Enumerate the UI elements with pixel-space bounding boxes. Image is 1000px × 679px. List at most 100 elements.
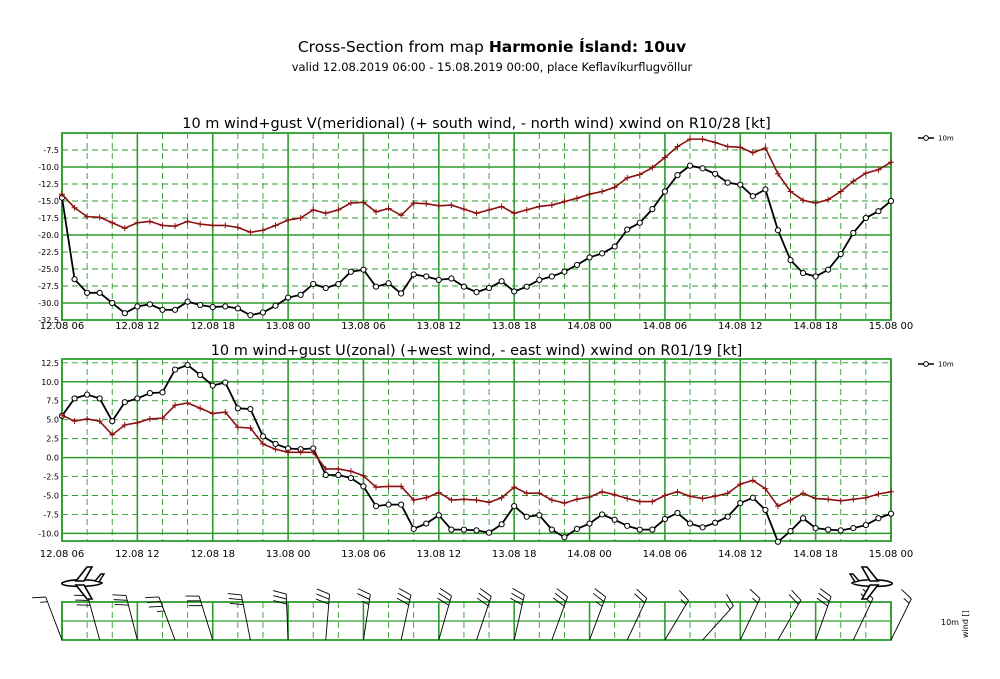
data-point [272, 440, 279, 448]
x-tick-label: 12.08 06 [40, 549, 85, 560]
data-point [636, 498, 643, 505]
data-point [171, 306, 179, 313]
x-tick-label: 14.08 12 [718, 549, 763, 560]
data-point [649, 164, 656, 171]
data-point [159, 306, 166, 313]
barb-feather [147, 601, 161, 603]
data-point [636, 526, 643, 533]
plane-tail [93, 573, 106, 583]
data-point [473, 497, 480, 504]
barb-feather [145, 596, 159, 599]
barb-feather [357, 588, 371, 595]
data-point [398, 501, 405, 508]
data-point [209, 303, 216, 311]
y-tick-label: -20.0 [38, 231, 59, 240]
barb-staff [626, 598, 648, 641]
wind-barb [551, 588, 569, 641]
wind-barb [476, 588, 492, 641]
data-point [749, 494, 756, 501]
data-point [197, 371, 204, 379]
legend-marker [923, 135, 929, 141]
airplane-icon [60, 566, 106, 600]
data-point [674, 509, 681, 517]
barb-feather [554, 592, 567, 602]
barb-staff [285, 594, 289, 641]
barb-staff [702, 605, 734, 641]
data-point [825, 266, 832, 273]
barb-feather [510, 597, 523, 606]
wind-barb [112, 594, 138, 641]
data-point [875, 208, 882, 215]
data-point [385, 205, 392, 212]
data-point [674, 488, 681, 495]
data-point [460, 526, 468, 533]
data-point [84, 289, 91, 296]
barb-feather [556, 588, 568, 598]
data-point [523, 283, 530, 290]
data-point [347, 200, 354, 207]
wind-barb [510, 587, 525, 641]
barb-staff [890, 598, 912, 641]
barb-feather [636, 588, 648, 599]
wind-barb [185, 595, 214, 641]
barb-panel-label: 10m [941, 618, 959, 627]
wind-barb [145, 596, 176, 641]
data-point [862, 214, 869, 222]
barb-feather-half [752, 597, 759, 604]
barb-staff [664, 600, 689, 641]
barb-feather [315, 598, 329, 605]
x-tick-label: 13.08 18 [492, 549, 537, 560]
data-point [473, 210, 480, 217]
data-point [486, 499, 493, 506]
data-point [573, 195, 580, 202]
barb-feather [273, 600, 287, 605]
data-point [599, 511, 606, 518]
data-point [347, 468, 354, 475]
data-point [498, 278, 505, 285]
data-point [825, 496, 832, 503]
data-point [787, 497, 794, 504]
barb-feather [592, 592, 605, 602]
barb-feather [678, 590, 689, 601]
title-model: Harmonie Ísland: 10uv [488, 38, 687, 56]
data-point [774, 170, 781, 177]
data-point [862, 521, 869, 529]
data-point [875, 490, 882, 497]
barb-feather [357, 593, 370, 600]
data-point [536, 276, 543, 283]
x-tick-label: 14.08 18 [793, 321, 838, 332]
data-point [184, 399, 191, 406]
data-point [71, 418, 78, 425]
data-point [398, 212, 405, 219]
data-point [435, 512, 442, 519]
y-tick-label: 5.0 [46, 416, 59, 425]
data-point [134, 395, 141, 402]
y-tick-label: -15.0 [38, 197, 59, 206]
data-point [737, 144, 744, 151]
data-point [84, 391, 91, 398]
data-point [410, 200, 417, 207]
data-point [548, 497, 555, 504]
data-point [372, 503, 380, 510]
data-point [536, 512, 543, 519]
barb-feather [396, 597, 409, 606]
data-point [197, 221, 204, 228]
barb-feather [819, 588, 832, 598]
data-point [460, 496, 467, 503]
barb-staff [400, 594, 412, 641]
data-point [247, 229, 254, 236]
chart-panel-2: 10 m wind+gust U(zonal) (+west wind, - e… [38, 343, 954, 560]
data-point [121, 225, 128, 232]
data-point [410, 497, 417, 504]
data-point [724, 513, 731, 520]
data-point [385, 280, 392, 287]
data-point [498, 494, 505, 501]
barb-staff [198, 595, 214, 641]
data-point [862, 170, 869, 177]
data-point [146, 218, 153, 225]
data-point [573, 525, 581, 532]
data-point [71, 395, 78, 402]
wind-barb [315, 588, 331, 641]
wind-barb [739, 588, 761, 641]
barb-staff [739, 598, 761, 641]
